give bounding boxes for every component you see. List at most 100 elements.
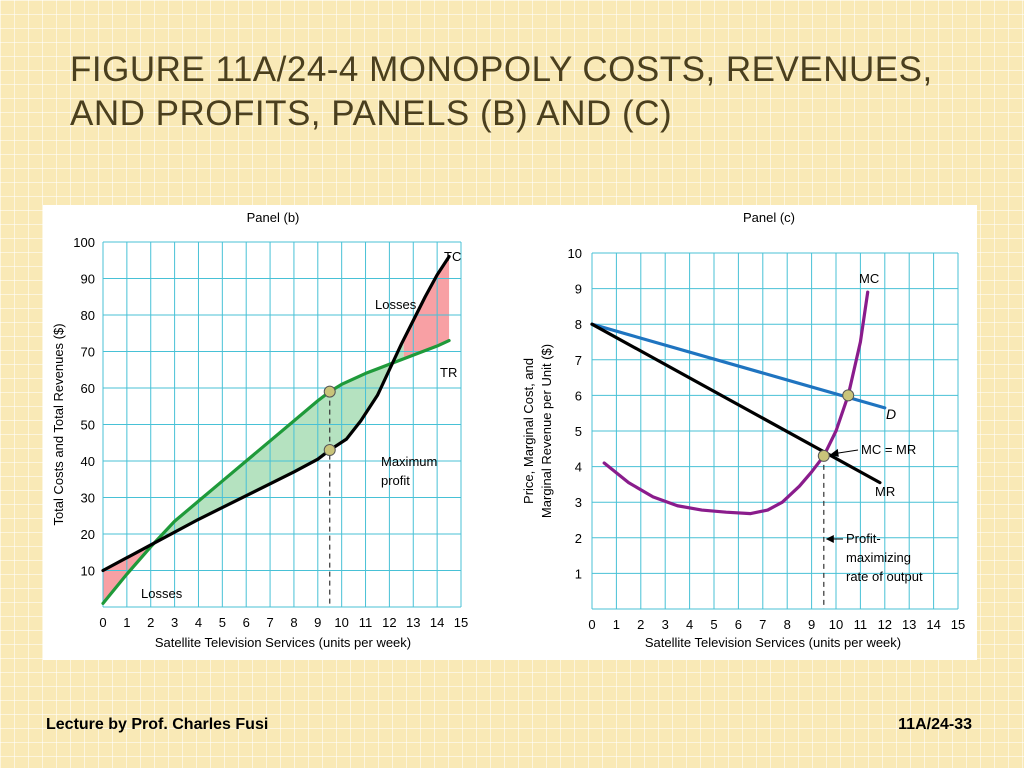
- panel-b-x-tick-label: 6: [243, 615, 250, 630]
- panel-b-x-tick-label: 11: [359, 615, 373, 630]
- figure-svg: 0 1 2 3 4 5 6 7 8 9 10 11 12 13 14 15102030405060708090…: [51, 210, 966, 650]
- panel-c-y-axis-label-line-1: Price, Marginal Cost, and: [521, 358, 536, 504]
- panel-b-points: [323, 385, 336, 607]
- title-line-2: AND PROFITS, PANELS (B) AND (C): [70, 94, 673, 133]
- panel-b-x-tick-label: 7: [266, 615, 273, 630]
- title-line-1: FIGURE 11A/24-4 MONOPOLY COSTS, REVENUES…: [70, 50, 933, 89]
- panel-b-x-tick-label: 13: [406, 615, 420, 630]
- panel-c-label-maximizing: maximizing: [846, 550, 911, 565]
- panel-c-y-tick-label: 8: [575, 317, 582, 332]
- panel-b-x-tick-label: 12: [382, 615, 396, 630]
- panel-c-x-tick-label: 11: [854, 617, 868, 632]
- panel-c-x-tick-label: 2: [637, 617, 644, 632]
- tc-curve: [101, 254, 451, 573]
- panel-b-point-0: [323, 385, 336, 398]
- panel-b-label-tr: TR: [440, 365, 457, 380]
- panel-c-x-tick-label: 6: [735, 617, 742, 632]
- mc-mr-arrowhead: [829, 448, 839, 457]
- panel-c-x-axis-label: Satellite Television Services (units per…: [645, 635, 901, 650]
- panel-b-y-tick-label: 20: [81, 527, 95, 542]
- panel-b-grid: [102, 241, 462, 608]
- panel-c-x-tick-label: 8: [784, 617, 791, 632]
- panel-c-y-axis-label-line-2: Marginal Revenue per Unit ($): [539, 344, 554, 518]
- panel-b-x-tick-label: 2: [147, 615, 154, 630]
- panel-c-x-tick-label: 4: [686, 617, 693, 632]
- panel-b-y-tick-label: 10: [81, 564, 95, 579]
- panel-b-y-tick-label: 70: [81, 345, 95, 360]
- mr-curve: [590, 322, 882, 485]
- panel-c-x-tick-label: 3: [662, 617, 669, 632]
- panel-b-y-tick-label: 60: [81, 381, 95, 396]
- panel-c-x-tick-label: 10: [829, 617, 843, 632]
- panel-c-x-tick-label: 9: [808, 617, 815, 632]
- panel-c-label-mc: MC: [859, 271, 879, 286]
- panel-b-title: Panel (b): [247, 210, 300, 225]
- panel-b-x-tick-label: 3: [171, 615, 178, 630]
- panel-b-x-tick-label: 1: [123, 615, 130, 630]
- panel-c-x-tick-label: 12: [878, 617, 892, 632]
- panel-c-y-tick-label: 6: [575, 388, 582, 403]
- panel-c-label-d: D: [886, 406, 896, 422]
- panel-c-title: Panel (c): [743, 210, 795, 225]
- panel-b-y-tick-label: 80: [81, 308, 95, 323]
- panel-c-y-tick-label: 9: [575, 282, 582, 297]
- panel-b-y-tick-label: 40: [81, 454, 95, 469]
- panel-c-x-tick-label: 15: [951, 617, 965, 632]
- loss-area-high-output: [403, 256, 450, 359]
- panel-c-x-tick-label: 14: [926, 617, 940, 632]
- panel-b-ticks: 0 1 2 3 4 5 6 7 8 9 10 11 12 13 14 15102030405060708090…: [73, 235, 468, 630]
- panel-c-y-tick-label: 5: [575, 424, 582, 439]
- panel-c-x-tick-label: 7: [759, 617, 766, 632]
- panel-b-x-tick-label: 10: [334, 615, 348, 630]
- output-arrowhead: [825, 535, 834, 543]
- panel-b-y-tick-label: 30: [81, 491, 95, 506]
- demand-curve: [590, 322, 887, 410]
- panel-c-arrows: [825, 448, 859, 543]
- loss-area-low-output: [103, 542, 155, 604]
- footer-lecturer: Lecture by Prof. Charles Fusi: [46, 716, 269, 733]
- panel-c-y-tick-label: 4: [575, 460, 582, 475]
- panel-b-x-tick-label: 14: [430, 615, 444, 630]
- panel-b-x-tick-label: 5: [219, 615, 226, 630]
- panel-c-label-mc-equals-mr: MC = MR: [861, 442, 916, 457]
- panel-b-x-axis-label: Satellite Television Services (units per…: [155, 635, 411, 650]
- panel-b-x-tick-label: 4: [195, 615, 202, 630]
- panel-c-x-tick-label: 0: [588, 617, 595, 632]
- panel-c-y-tick-label: 3: [575, 495, 582, 510]
- panel-b: 0 1 2 3 4 5 6 7 8 9 10 11 12 13 14 15102030405060708090…: [51, 210, 468, 650]
- panel-c-series: [590, 290, 887, 516]
- panel-b-x-tick-label: 15: [454, 615, 468, 630]
- panel-b-x-tick-label: 9: [314, 615, 321, 630]
- panel-b-label-losses-bottom: Losses: [141, 586, 183, 601]
- panel-b-y-tick-label: 90: [81, 272, 95, 287]
- panel-c-label-profit: Profit-: [846, 531, 881, 546]
- panel-c-label-rate-of-output: rate of output: [846, 569, 923, 584]
- panel-c-y-tick-label: 7: [575, 353, 582, 368]
- panel-c-point-0: [817, 449, 830, 462]
- figure-box: 0 1 2 3 4 5 6 7 8 9 10 11 12 13 14 15 10 20 30 40 50 60 70 80 90…: [43, 205, 977, 660]
- panel-b-point-1: [323, 444, 336, 457]
- panel-b-x-tick-label: 0: [99, 615, 106, 630]
- panel-c-point-1: [842, 389, 855, 402]
- tr-curve: [101, 338, 451, 605]
- panel-c-grid: [591, 252, 959, 610]
- footer-slide-number: 11A/24-33: [898, 716, 972, 733]
- panel-c-label-mr: MR: [875, 484, 895, 499]
- panel-c-x-tick-label: 5: [710, 617, 717, 632]
- panel-c-points: [817, 389, 855, 609]
- panel-b-label-losses-top: Losses: [375, 297, 417, 312]
- panel-b-y-axis-label: Total Costs and Total Revenues ($): [51, 323, 66, 525]
- panel-b-label-profit: profit: [381, 473, 410, 488]
- panel-b-series: [101, 254, 451, 605]
- panel-b-x-tick-label: 8: [290, 615, 297, 630]
- panel-c-y-tick-label: 1: [575, 566, 582, 581]
- panel-b-label-tc: TC: [444, 249, 461, 264]
- panel-c-y-tick-label: 2: [575, 531, 582, 546]
- slide-title: FIGURE 11A/24-4 MONOPOLY COSTS, REVENUES…: [70, 48, 970, 136]
- panel-c-x-tick-label: 13: [902, 617, 916, 632]
- panel-c-y-tick-label: 10: [568, 246, 582, 261]
- panel-b-y-tick-label: 100: [73, 235, 95, 250]
- panel-c-x-tick-label: 1: [613, 617, 620, 632]
- panel-b-y-tick-label: 50: [81, 418, 95, 433]
